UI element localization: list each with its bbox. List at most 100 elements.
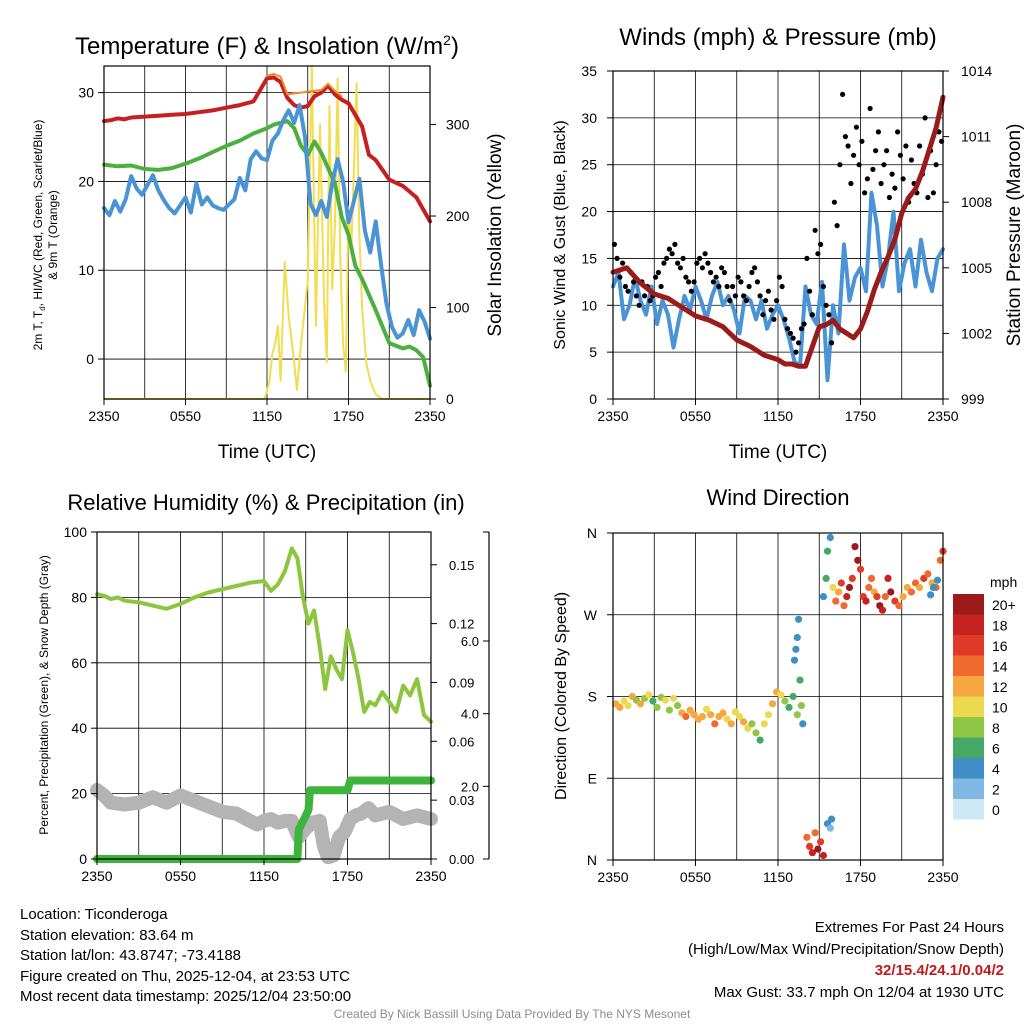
legend-label: 20+ xyxy=(992,597,1016,613)
gust-point xyxy=(617,274,623,280)
gust-point xyxy=(757,293,763,299)
gust-point xyxy=(625,288,631,294)
y-tick-label: 40 xyxy=(71,720,87,736)
direction-point xyxy=(840,602,848,610)
direction-point xyxy=(616,703,624,712)
y-axis-label-line2: & 9m T (Orange) xyxy=(46,190,60,280)
x-tick-label: 2350 xyxy=(88,408,119,424)
gust-point xyxy=(763,298,769,304)
y2-tick-label: 999 xyxy=(961,391,985,407)
gust-point xyxy=(859,138,865,144)
legend-label: 8 xyxy=(992,720,1000,736)
chart-title: Temperature (F) & Insolation (W/m2) xyxy=(75,32,459,60)
direction-point xyxy=(856,565,865,573)
y2-tick-label: 1005 xyxy=(961,260,992,276)
gust-point xyxy=(892,185,898,191)
direction-point xyxy=(740,718,748,726)
direction-point xyxy=(808,849,817,857)
direction-point xyxy=(624,702,632,710)
direction-point xyxy=(865,583,873,592)
direction-point xyxy=(748,720,756,728)
title-superscript: 2 xyxy=(443,32,451,48)
series-solar-insolation xyxy=(103,65,431,400)
y2-tick-label: 1014 xyxy=(961,63,992,79)
direction-point xyxy=(764,711,773,719)
figure-created: Figure created on Thu, 2025-12-04, at 23… xyxy=(20,967,350,985)
direction-point xyxy=(891,597,899,605)
gust-point xyxy=(738,279,744,285)
direction-point xyxy=(819,851,828,860)
credit-line: Created By Nick Bassill Using Data Provi… xyxy=(333,1007,691,1021)
gust-point xyxy=(680,255,686,261)
gust-point xyxy=(881,162,887,168)
gust-point xyxy=(834,223,840,229)
series-9m-temperature xyxy=(266,73,343,98)
extremes-legend: (High/Low/Max Wind/Precipitation/Snow De… xyxy=(688,940,1004,958)
gust-point xyxy=(829,340,835,346)
series-precipitation xyxy=(93,776,435,863)
y2-tick-label: 0.03 xyxy=(449,793,474,808)
gust-point xyxy=(845,143,851,149)
y2-axis-label: Solar Insolation (Yellow) xyxy=(485,133,506,336)
y-tick-label: 25 xyxy=(581,157,597,173)
gust-point xyxy=(804,255,810,261)
direction-point xyxy=(929,583,938,592)
gust-point xyxy=(730,283,736,290)
chart-title: Wind Direction xyxy=(706,485,849,510)
direction-point xyxy=(814,845,822,853)
y-tick-label: 20 xyxy=(581,204,597,220)
gust-point xyxy=(647,298,653,304)
gust-point xyxy=(752,265,758,271)
winds-pressure-panel: 2350 0550 1150 1750 235005101520253035999100… xyxy=(552,24,1024,463)
direction-point xyxy=(636,700,645,708)
gust-point xyxy=(708,269,714,276)
gust-point xyxy=(853,124,860,130)
legend-label: 4 xyxy=(992,761,1000,777)
legend-label: 6 xyxy=(992,741,1000,757)
x-tick-label: 1750 xyxy=(333,408,364,424)
y-tick-label: 20 xyxy=(71,786,87,802)
gust-point xyxy=(614,255,620,261)
gust-point xyxy=(930,190,937,196)
direction-point xyxy=(792,645,800,653)
y-label-rest: , HI/WC (Red, Green, Scarlet/Blue) xyxy=(31,120,45,307)
x-tick-label: 2350 xyxy=(927,408,958,424)
direction-point xyxy=(723,715,731,723)
legend-label: 10 xyxy=(992,700,1008,716)
gust-point xyxy=(809,312,816,318)
direction-point xyxy=(823,547,832,555)
gust-point xyxy=(900,176,906,182)
y-tick-label: E xyxy=(588,770,597,786)
direction-point xyxy=(707,711,715,719)
direction-point xyxy=(674,702,682,710)
direction-point xyxy=(777,691,785,699)
direction-point xyxy=(790,656,799,664)
gust-point xyxy=(867,105,873,112)
direction-point xyxy=(793,711,801,719)
gust-point xyxy=(669,251,675,257)
legend-swatch xyxy=(953,614,984,635)
y-tick-label: 30 xyxy=(581,110,597,126)
gust-point xyxy=(653,274,659,280)
y-tick-label: N xyxy=(587,525,597,541)
gust-point xyxy=(702,251,708,257)
direction-point xyxy=(907,588,916,596)
direction-point xyxy=(828,815,836,823)
recent-timestamp: Most recent data timestamp: 2025/12/04 2… xyxy=(20,988,352,1005)
gust-point xyxy=(697,255,703,261)
legend-swatch xyxy=(953,655,984,676)
legend-swatch xyxy=(953,594,984,615)
gust-point xyxy=(815,251,821,257)
series-station-pressure xyxy=(610,94,946,369)
direction-point xyxy=(878,606,887,614)
x-tick-label: 0550 xyxy=(680,869,711,885)
direction-point xyxy=(711,720,719,728)
legend-swatch xyxy=(953,758,984,779)
x-tick-label: 1150 xyxy=(249,868,279,884)
gust-point xyxy=(864,176,871,182)
gust-point xyxy=(790,335,796,341)
y3-tick-label: 6.0 xyxy=(461,634,479,649)
gust-point xyxy=(848,180,854,187)
gust-point xyxy=(716,283,722,290)
gust-point xyxy=(683,274,689,280)
